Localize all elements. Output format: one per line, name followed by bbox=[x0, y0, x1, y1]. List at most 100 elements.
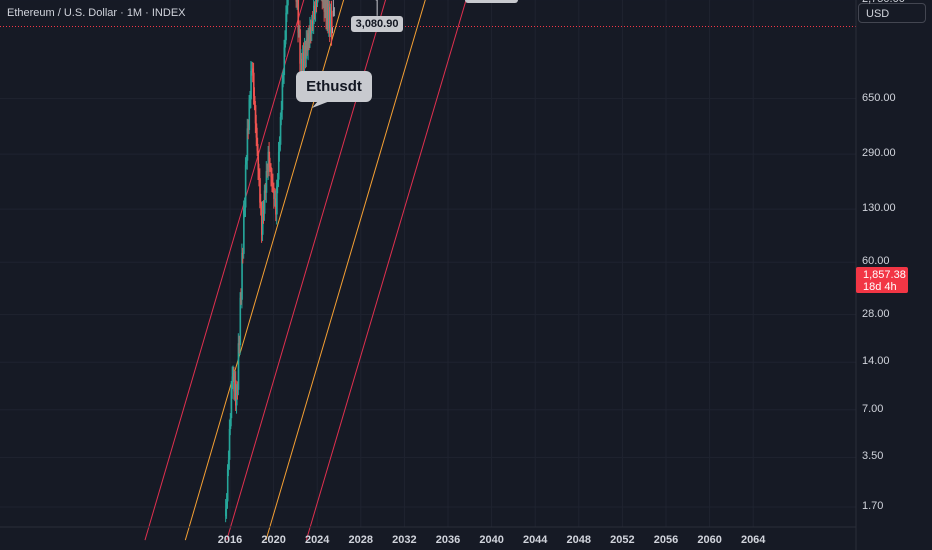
candle-body bbox=[328, 7, 330, 29]
red-channel-line[interactable] bbox=[144, 0, 492, 541]
x-tick-label: 2048 bbox=[566, 534, 592, 546]
callout-pointer bbox=[312, 101, 330, 108]
candle-body bbox=[235, 380, 237, 406]
candle-body bbox=[258, 170, 260, 179]
y-tick-label: 130.00 bbox=[862, 202, 896, 215]
candle-body bbox=[316, 0, 319, 3]
y-tick-label: 7.00 bbox=[862, 402, 884, 415]
candle-body bbox=[225, 501, 228, 509]
red-channel-line[interactable] bbox=[226, 0, 574, 541]
candle-body bbox=[295, 0, 298, 2]
y-tick-label: 290.00 bbox=[862, 147, 896, 160]
y-tick-label: 3.50 bbox=[862, 450, 884, 463]
candle-body bbox=[252, 68, 254, 73]
candle-body bbox=[251, 68, 253, 71]
candle-body bbox=[301, 59, 303, 76]
candle-body bbox=[249, 99, 251, 101]
channel-lines bbox=[144, 0, 655, 541]
candle-body bbox=[246, 128, 249, 161]
candle-body bbox=[323, 0, 326, 12]
candle-body bbox=[255, 123, 258, 138]
candle-body bbox=[248, 99, 251, 131]
price-label[interactable]: 4,655.65 bbox=[465, 0, 518, 4]
candle-body bbox=[233, 372, 235, 392]
candle-body bbox=[324, 0, 327, 12]
candle-body bbox=[302, 52, 304, 76]
candle-body bbox=[282, 75, 285, 83]
candle-body bbox=[311, 20, 313, 34]
candle-body bbox=[261, 209, 264, 235]
candle-body bbox=[250, 70, 252, 100]
candle-body bbox=[278, 144, 281, 152]
x-tick-label: 2056 bbox=[653, 534, 679, 546]
candle-body bbox=[304, 45, 307, 59]
orange-channel-line[interactable] bbox=[184, 0, 531, 541]
candle-body bbox=[241, 252, 243, 300]
candle-body bbox=[254, 105, 257, 124]
candle-body bbox=[245, 160, 248, 165]
candle-body bbox=[330, 10, 333, 37]
ethusdt-callout[interactable]: Ethusdt bbox=[296, 71, 372, 102]
x-tick-label: 2044 bbox=[522, 534, 548, 546]
x-tick-label: 2020 bbox=[261, 534, 286, 546]
current-price-tag: 1,857.38 18d 4h bbox=[856, 267, 908, 293]
candle-body bbox=[228, 428, 231, 460]
currency-selector[interactable]: USD bbox=[858, 3, 926, 23]
candle-body bbox=[259, 178, 261, 203]
x-tick-label: 2016 bbox=[217, 534, 243, 546]
x-tick-label: 2060 bbox=[697, 534, 722, 546]
orange-channel-line[interactable] bbox=[265, 0, 614, 541]
candle-body bbox=[299, 29, 301, 64]
candle-body bbox=[330, 10, 332, 33]
candle-body bbox=[322, 0, 325, 2]
price-label[interactable]: 3,080.90 bbox=[350, 15, 404, 32]
candle-body bbox=[314, 0, 317, 14]
candle-body bbox=[269, 166, 272, 168]
candle-body bbox=[240, 297, 242, 300]
y-tick-label: 2,750.00 bbox=[862, 0, 905, 5]
candle-body bbox=[271, 177, 273, 184]
candle-body bbox=[272, 183, 274, 188]
current-price-value: 1,857.38 bbox=[863, 269, 906, 281]
candle-body bbox=[325, 0, 328, 22]
candle-body bbox=[305, 39, 308, 59]
candle-body bbox=[236, 389, 239, 391]
candle-body bbox=[226, 468, 229, 502]
candle-body bbox=[266, 171, 269, 173]
candle-body bbox=[242, 252, 244, 254]
candle-body bbox=[329, 7, 331, 33]
x-tick-label: 2032 bbox=[392, 534, 417, 546]
candle-body bbox=[283, 47, 286, 76]
candle-body bbox=[327, 3, 329, 29]
label-leaders bbox=[376, 0, 378, 16]
candle-body bbox=[312, 20, 314, 25]
candle-body bbox=[257, 150, 260, 171]
candle-body bbox=[307, 33, 310, 51]
x-tick-label: 2024 bbox=[304, 534, 330, 546]
chart-title: Ethereum / U.S. Dollar · 1M · INDEX bbox=[7, 7, 186, 19]
candle-body bbox=[297, 0, 300, 33]
candle-body bbox=[308, 33, 311, 42]
candle-body bbox=[314, 5, 316, 14]
candle-body bbox=[239, 297, 242, 346]
historical-candles bbox=[225, 0, 333, 523]
candle-body bbox=[326, 3, 329, 22]
candle-body bbox=[234, 380, 236, 392]
x-tick-label: 2064 bbox=[740, 534, 766, 546]
x-tick-label: 2040 bbox=[479, 534, 504, 546]
candle-body bbox=[276, 186, 278, 215]
candle-body bbox=[315, 0, 318, 3]
candle-body bbox=[229, 418, 232, 429]
red-channel-line[interactable] bbox=[305, 0, 655, 541]
candle-body bbox=[270, 167, 273, 178]
candle-body bbox=[281, 82, 284, 110]
candle-body bbox=[300, 59, 302, 64]
candle-body bbox=[252, 72, 255, 97]
candle-body bbox=[253, 96, 256, 106]
candle-body bbox=[279, 117, 282, 145]
y-tick-label: 60.00 bbox=[862, 255, 890, 268]
candle-body bbox=[232, 372, 235, 377]
candle-body bbox=[260, 202, 262, 206]
candle-body bbox=[244, 164, 247, 208]
